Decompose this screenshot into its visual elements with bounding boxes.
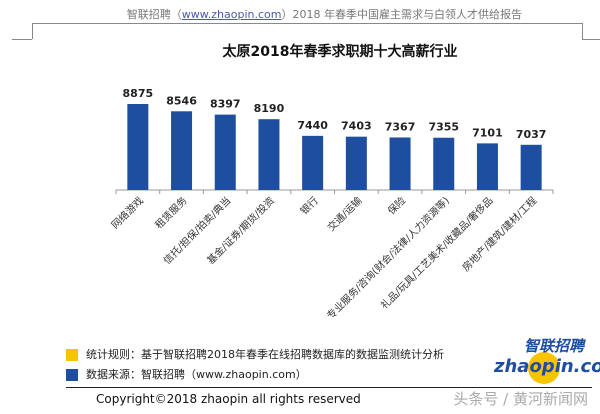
data-label: 8875 — [123, 87, 154, 100]
data-label: 7403 — [341, 120, 372, 133]
data-label: 7367 — [385, 120, 416, 133]
report-header: 智联招聘（www.zhaopin.com）2018 年春季中国雇主需求与白领人才… — [127, 6, 522, 22]
bar — [171, 111, 193, 190]
data-label: 8546 — [166, 94, 197, 107]
copyright: Copyright©2018 zhaopin all rights reserv… — [96, 392, 361, 406]
data-label: 7440 — [297, 119, 328, 132]
bar — [302, 135, 324, 190]
legend-swatch-yellow — [66, 349, 78, 361]
bar — [214, 114, 236, 190]
bar — [389, 137, 411, 190]
data-label: 7101 — [472, 126, 503, 139]
category-label: 交通/运输 — [325, 194, 365, 234]
watermark: 头条号 / 黄河新闻网 — [453, 390, 588, 408]
legend-item-rule: 统计规则：基于智联招聘2018年春季在线招聘数据库的数据监测统计分析 — [66, 348, 444, 362]
corner-left-h — [12, 39, 32, 40]
header-suffix: ）2018 年春季中国雇主需求与白领人才供给报告 — [281, 8, 523, 21]
bar — [476, 143, 498, 190]
category-label: 银行 — [297, 194, 320, 217]
legend-swatch-blue — [66, 369, 78, 381]
corner-left — [32, 23, 33, 39]
category-label: 网络游戏 — [108, 194, 145, 231]
legend-text: 数据来源：智联招聘（www.zhaopin.com） — [86, 368, 307, 381]
bar — [345, 136, 367, 190]
data-label: 7037 — [516, 128, 547, 141]
category-label: 房地产/建筑/建材/工程 — [459, 194, 539, 274]
corner-right — [582, 23, 583, 39]
bar — [520, 144, 542, 190]
category-label: 租赁服务 — [152, 194, 189, 231]
header-rule — [32, 23, 582, 24]
data-label: 8190 — [254, 102, 285, 115]
data-label: 8397 — [210, 98, 241, 111]
header-prefix: 智联招聘（ — [126, 8, 182, 21]
legend-item-source: 数据来源：智联招聘（www.zhaopin.com） — [66, 368, 307, 382]
bar — [258, 119, 280, 190]
category-label: 保险 — [385, 194, 408, 217]
bar — [127, 104, 149, 190]
corner-right-h — [582, 39, 600, 40]
data-label: 7355 — [428, 121, 459, 134]
footer-rule — [66, 387, 592, 388]
header-link[interactable]: www.zhaopin.com — [181, 8, 282, 21]
legend-text: 统计规则：基于智联招聘2018年春季在线招聘数据库的数据监测统计分析 — [86, 348, 444, 361]
bar — [433, 137, 455, 190]
chart-title: 太原2018年春季求职期十大高薪行业 — [223, 43, 458, 60]
